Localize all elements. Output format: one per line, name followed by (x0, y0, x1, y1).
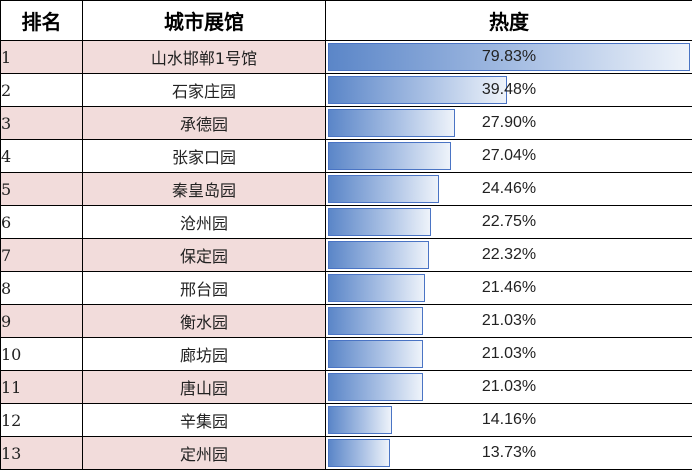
heat-cell: 21.03% (325, 370, 692, 404)
rank-cell: 12 (0, 403, 83, 437)
heat-bar (328, 406, 393, 434)
heat-value: 21.03% (481, 312, 537, 329)
table-row: 7 保定园 22.32% (0, 238, 692, 272)
heat-value: 39.48% (481, 81, 537, 98)
heat-bar (328, 175, 439, 203)
rank-cell: 8 (0, 271, 83, 305)
rank-cell: 6 (0, 205, 83, 239)
rank-cell: 3 (0, 106, 83, 140)
table-row: 5 秦皇岛园 24.46% (0, 172, 692, 206)
heat-value: 22.75% (481, 213, 537, 230)
rank-cell: 4 (0, 139, 83, 173)
rank-cell: 1 (0, 40, 83, 74)
pavilion-name-cell: 秦皇岛园 (82, 172, 326, 206)
heat-bar (328, 43, 690, 71)
heat-value: 79.83% (481, 48, 537, 65)
table-row: 6 沧州园 22.75% (0, 205, 692, 239)
pavilion-name-cell: 张家口园 (82, 139, 326, 173)
heat-value: 27.04% (481, 147, 537, 164)
pavilion-name-cell: 承德园 (82, 106, 326, 140)
table-row: 9 衡水园 21.03% (0, 304, 692, 338)
table-row: 13 定州园 13.73% (0, 436, 692, 470)
table-row: 12 辛集园 14.16% (0, 403, 692, 437)
pavilion-name-cell: 辛集园 (82, 403, 326, 437)
table-row: 3 承德园 27.90% (0, 106, 692, 140)
heat-bar (328, 274, 426, 302)
heat-cell: 14.16% (325, 403, 692, 437)
heat-bar (328, 109, 455, 137)
pavilion-name-cell: 定州园 (82, 436, 326, 470)
table-body: 1 山水邯郸1号馆 79.83% 2 石家庄园 39.48% 3 承德园 27.90% 4 张家口园… (0, 40, 692, 470)
header-heat: 热度 (325, 0, 692, 41)
heat-bar (328, 439, 391, 467)
rank-cell: 10 (0, 337, 83, 371)
pavilion-name-cell: 邢台园 (82, 271, 326, 305)
heat-cell: 21.46% (325, 271, 692, 305)
heat-bar (328, 307, 424, 335)
heat-value: 24.46% (481, 180, 537, 197)
table-row: 11 唐山园 21.03% (0, 370, 692, 404)
header-row: 排名 城市展馆 热度 (0, 0, 692, 41)
heat-cell: 79.83% (325, 40, 692, 74)
heat-cell: 13.73% (325, 436, 692, 470)
pavilion-name-cell: 保定园 (82, 238, 326, 272)
rank-cell: 2 (0, 73, 83, 107)
heat-bar (328, 241, 430, 269)
heat-bar (328, 142, 451, 170)
heat-value: 21.03% (481, 378, 537, 395)
heat-value: 27.90% (481, 114, 537, 131)
pavilion-name-cell: 山水邯郸1号馆 (82, 40, 326, 74)
heat-value: 13.73% (481, 444, 537, 461)
header-name: 城市展馆 (82, 0, 326, 41)
rank-cell: 11 (0, 370, 83, 404)
heat-cell: 39.48% (325, 73, 692, 107)
table-row: 4 张家口园 27.04% (0, 139, 692, 173)
heat-cell: 22.32% (325, 238, 692, 272)
heat-bar (328, 208, 432, 236)
pavilion-name-cell: 石家庄园 (82, 73, 326, 107)
table-row: 2 石家庄园 39.48% (0, 73, 692, 107)
rank-cell: 13 (0, 436, 83, 470)
pavilion-name-cell: 沧州园 (82, 205, 326, 239)
heat-cell: 24.46% (325, 172, 692, 206)
rank-cell: 5 (0, 172, 83, 206)
rank-cell: 9 (0, 304, 83, 338)
pavilion-name-cell: 衡水园 (82, 304, 326, 338)
heat-cell: 21.03% (325, 304, 692, 338)
heat-value: 21.46% (481, 279, 537, 296)
rank-cell: 7 (0, 238, 83, 272)
table-row: 10 廊坊园 21.03% (0, 337, 692, 371)
heat-cell: 22.75% (325, 205, 692, 239)
heat-cell: 27.04% (325, 139, 692, 173)
heat-value: 22.32% (481, 246, 537, 263)
table-row: 1 山水邯郸1号馆 79.83% (0, 40, 692, 74)
heat-cell: 21.03% (325, 337, 692, 371)
pavilion-name-cell: 廊坊园 (82, 337, 326, 371)
heat-bar (328, 76, 508, 104)
heat-value: 21.03% (481, 345, 537, 362)
heat-bar (328, 373, 424, 401)
header-rank: 排名 (0, 0, 83, 41)
heat-cell: 27.90% (325, 106, 692, 140)
table-row: 8 邢台园 21.46% (0, 271, 692, 305)
pavilion-name-cell: 唐山园 (82, 370, 326, 404)
heat-value: 14.16% (481, 411, 537, 428)
heat-bar (328, 340, 424, 368)
